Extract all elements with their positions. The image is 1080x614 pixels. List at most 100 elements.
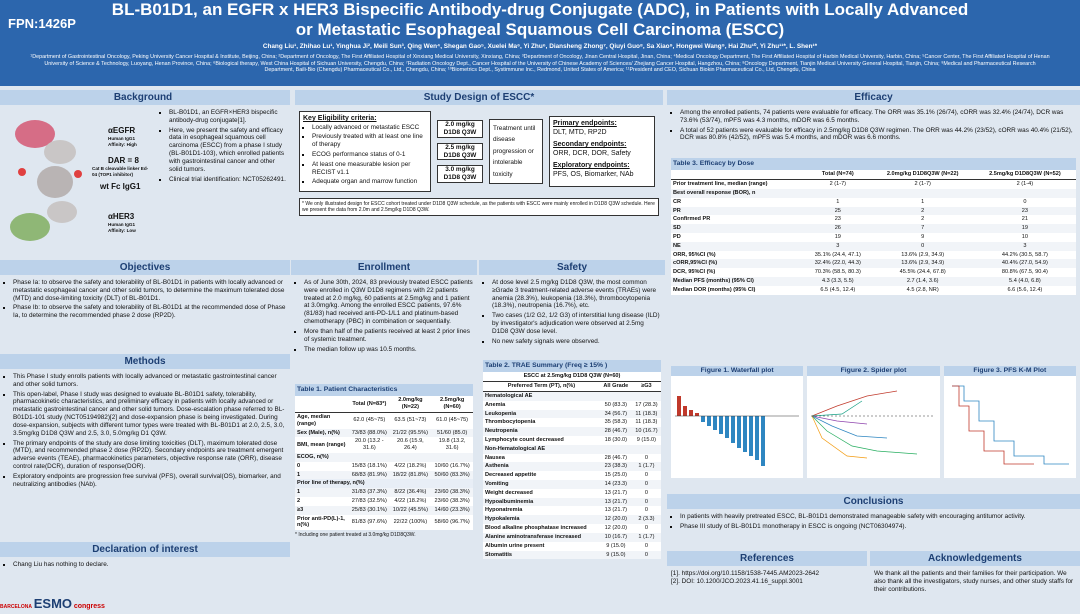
- table-row: Prior anti-PD(L)-1, n(%) 81/83 (97.6%) 22/…: [295, 515, 473, 531]
- table-row: Hematological AE: [483, 391, 661, 401]
- figure-title: Figure 2. Spider plot: [807, 366, 940, 377]
- column-header: Total (N=74): [804, 170, 872, 181]
- table-row: 1 68/83 (81.9%) 18/22 (81.8%) 50/60 (83.3%): [295, 470, 473, 480]
- table-cell: 9 (15.0): [599, 550, 632, 560]
- efficacy-section: Efficacy Among the enrolled patients, 74 …: [667, 90, 1080, 158]
- table-row: Non-Hematological AE: [483, 444, 661, 454]
- table-cell: SD: [671, 224, 805, 233]
- table-cell: 15 (25.0): [604, 472, 628, 479]
- table-cell: Prior line of therapy, n(%): [295, 479, 473, 489]
- table-row: Leukopenia 34 (56.7) 11 (18.3): [483, 409, 661, 419]
- table-row: Median DOR (months) (95% CI) 6.5 (4.5, 12…: [671, 286, 1076, 295]
- table-cell: Hypoalbuminemia: [483, 497, 600, 507]
- table-row: Alanine aminotransferase increased 10 (16…: [483, 532, 661, 542]
- endpoint-text: ORR, DCR, DOR, Safety: [553, 149, 631, 157]
- bullet: Exploratory endpoints are progression fr…: [13, 473, 286, 489]
- table-cell: 34 (56.7): [599, 409, 632, 419]
- table-subtitle: ESCC at 2.5mg/kg D1D8 Q3W (N=60): [483, 372, 661, 383]
- table-cell: Median DOR (months) (95% CI): [673, 286, 756, 293]
- table-row: Lymphocyte count decreased 18 (30.0) 9 (15…: [483, 436, 661, 445]
- bullet: The median follow up was 10.5 months.: [304, 346, 473, 354]
- table-cell: Age, median (range): [297, 413, 331, 427]
- column-header: All Grade: [599, 381, 632, 392]
- reference: [1]. https://doi.org/10.1158/1538-7445.A…: [671, 570, 820, 577]
- table-cell: Hematological AE: [483, 391, 661, 401]
- table-row: Decreased appetite 15 (25.0) 0: [483, 471, 661, 480]
- eligibility-title: Key Eligibility criteria:: [303, 115, 377, 122]
- bullet: This Phase I study enrolls patients with…: [13, 373, 286, 389]
- table-cell: 10/22 (45.5%): [389, 505, 432, 515]
- acknowledgements-section: Acknowledgements We thank all the patient…: [870, 551, 1080, 593]
- dose-box: 2.5 mg/kg D1D8 Q3W: [437, 142, 483, 161]
- label: Human IgG1 Affinity: Low: [108, 222, 136, 233]
- bullet-list: At dose level 2.5 mg/kg D1D8 Q3W, the mo…: [483, 279, 661, 346]
- table-row: BMI, mean (range) 20.0 (13.2 - 31.6) 20.6 …: [295, 437, 473, 453]
- table-cell: 23: [834, 216, 841, 223]
- adc-figure: αEGFR Human IgG1 Affinity: High DAR = 8 …: [0, 112, 150, 252]
- table-title: Table 1. Patient Characteristics: [295, 384, 473, 397]
- table-row: Confirmed PR 23 2 21: [671, 215, 1076, 224]
- figure-title: Figure 3. PFS K-M Plot: [943, 366, 1076, 377]
- header: FPN:1426P BL-B01D1, an EGFR x HER3 Bispe…: [0, 0, 1080, 86]
- table-cell: 25: [804, 206, 872, 216]
- conclusions-section: Conclusions In patients with heavily pret…: [667, 494, 1080, 550]
- table-cell: Nausea: [485, 454, 505, 461]
- table-cell: cORR,95%CI (%): [671, 259, 805, 269]
- table-cell: 26: [804, 224, 872, 233]
- table-cell: 0: [644, 542, 648, 549]
- bullet-list: In patients with heavily pretreated ESCC…: [671, 513, 1076, 531]
- table-cell: Neutropenia: [483, 427, 600, 436]
- spider-drawing: [811, 390, 936, 459]
- table-cell: 19.8 (13.2, 31.6): [438, 438, 466, 452]
- bullet: Phase III study of BL-B01D1 monotherapy …: [680, 523, 1076, 531]
- table-cell: 0: [644, 472, 648, 479]
- table-header: Total (N=83*) 2.0mg/kg (N=22) 2.5mg/kg (N=…: [295, 396, 473, 413]
- km-drawing: [951, 385, 1069, 465]
- bullet-list: Chang Liu has nothing to declare.: [4, 561, 286, 569]
- header-blank: [671, 170, 805, 181]
- table-cell: 23/60 (38.3%): [431, 488, 473, 498]
- column-header: ≥G3: [631, 381, 661, 392]
- table-cell: PD: [673, 233, 681, 240]
- table-cell: 4.5 (2.8, NR): [906, 286, 939, 293]
- table-cell: 2: [921, 216, 925, 223]
- section-title: Declaration of interest: [0, 542, 290, 557]
- bullet: In patients with heavily pretreated ESCC…: [680, 513, 1076, 521]
- section-title: References: [667, 551, 867, 566]
- fc: [37, 166, 73, 198]
- bullet: No new safety signals were observed.: [492, 338, 661, 346]
- table-row: Hypoalbuminemia 13 (21.7) 0: [483, 497, 661, 507]
- table-cell: 2 (1-7): [914, 181, 931, 188]
- waterfall-drawing: [675, 396, 799, 467]
- table-cell: 3: [804, 241, 872, 251]
- table-cell: 0: [631, 480, 661, 489]
- column-header: 2.5mg/kg (N=60): [431, 396, 473, 413]
- table-cell: 28 (46.7): [599, 427, 632, 436]
- table-cell: Albumin urine present: [485, 542, 545, 549]
- bullet: Clinical trial identification: NCT052624…: [169, 176, 286, 184]
- table-cell: 0: [631, 550, 661, 560]
- table-row: PD 19 9 10: [671, 233, 1076, 242]
- table-cell: Thrombocytopenia: [485, 419, 536, 426]
- table-cell: 19: [834, 233, 841, 240]
- table-cell: 40.4% (27.0, 54.9): [973, 259, 1076, 269]
- table-cell: 12 (20.0): [599, 515, 632, 525]
- criterion: ECOG performance status of 0-1: [312, 151, 427, 159]
- section-title: Acknowledgements: [870, 551, 1080, 566]
- dose-box: 2.0 mg/kg D1D8 Q3W: [437, 120, 483, 138]
- table-cell: Weight decreased: [485, 489, 533, 496]
- table-row: Weight decreased 13 (21.7) 0: [483, 489, 661, 498]
- bullet: As of June 30th, 2024, 83 previously tre…: [304, 279, 473, 326]
- table-cell: 81/83 (97.6%): [351, 519, 387, 526]
- table-cell: 10: [1021, 233, 1028, 240]
- km-figure: Figure 3. PFS K-M Plot: [943, 366, 1076, 478]
- bullet-list: As of June 30th, 2024, 83 previously tre…: [295, 279, 473, 353]
- figures: Figure 1. Waterfall plot Figure 2. Spide…: [667, 366, 1080, 492]
- table-cell: 21/22 (95.5%): [389, 428, 432, 438]
- endpoint-label: Primary endpoints:: [553, 120, 617, 128]
- endpoint-text: PFS, OS, Biomarker, NAb: [553, 170, 634, 178]
- table-cell: 2.7 (1.4, 3.6): [871, 277, 974, 286]
- section-title: Methods: [0, 354, 290, 369]
